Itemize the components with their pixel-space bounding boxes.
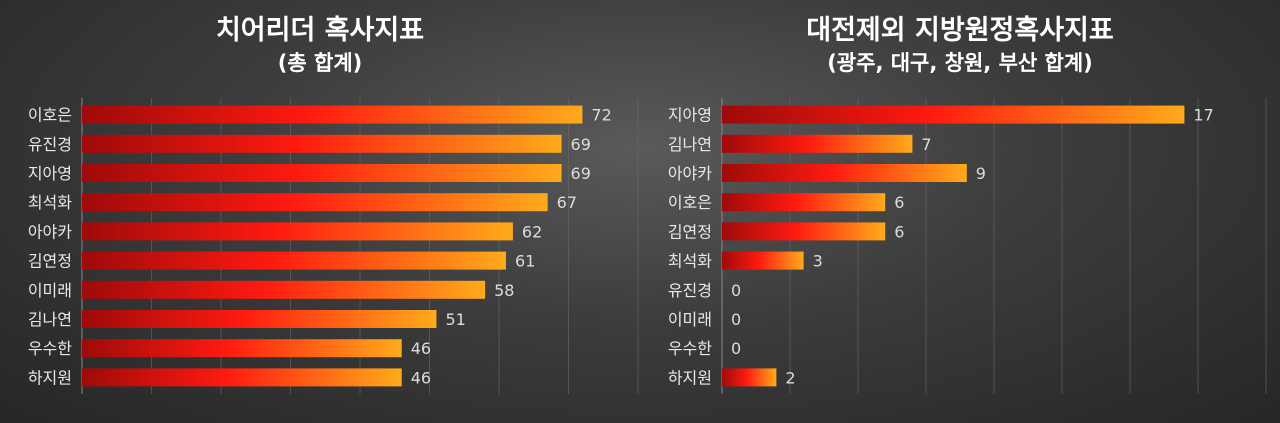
chart-total-overwork: 치어리더 혹사지표 (총 합계) 이호은 72 유진경 69 지아영 69 최석화 67 아야카…	[0, 14, 640, 394]
category-label: 유진경	[668, 281, 712, 300]
category-label: 지아영	[668, 106, 712, 125]
bar	[722, 222, 886, 241]
data-label: 17	[1193, 106, 1213, 125]
category-label: 김연정	[28, 252, 72, 271]
bar	[722, 105, 1185, 124]
data-label: 3	[813, 252, 823, 271]
chart-title-block: 치어리더 혹사지표 (총 합계)	[0, 14, 640, 78]
chart-away-overwork: 대전제외 지방원정혹사지표 (광주, 대구, 창원, 부산 합계) 지아영 17 김…	[640, 0, 1280, 423]
data-label: 0	[731, 310, 741, 329]
data-label: 9	[976, 164, 986, 183]
chart-subtitle: (총 합계)	[277, 51, 363, 75]
chart-title-block: 대전제외 지방원정혹사지표 (광주, 대구, 창원, 부산 합계)	[640, 14, 1280, 78]
category-label: 이호은	[28, 106, 72, 125]
category-label: 김나연	[28, 310, 72, 329]
bar	[82, 222, 513, 241]
bar	[82, 339, 402, 358]
category-label: 유진경	[28, 135, 72, 154]
bar	[82, 193, 548, 212]
data-label: 6	[894, 222, 904, 241]
chart-title: 치어리더 혹사지표	[215, 15, 425, 46]
category-label: 우수한	[28, 339, 72, 358]
data-label: 69	[571, 135, 591, 154]
data-label: 72	[591, 106, 611, 125]
bar	[722, 193, 886, 212]
data-label: 6	[894, 193, 904, 212]
data-label: 61	[515, 252, 535, 271]
data-label: 58	[494, 281, 514, 300]
category-label: 아야카	[28, 222, 72, 241]
bar	[82, 310, 437, 328]
bar	[82, 251, 506, 270]
bar	[722, 134, 913, 153]
category-label: 최석화	[668, 252, 712, 271]
category-label: 김나연	[668, 135, 712, 154]
data-label: 62	[522, 222, 542, 241]
bar	[82, 105, 583, 124]
category-label: 이미래	[668, 310, 712, 329]
chart-subtitle: (광주, 대구, 창원, 부산 합계)	[827, 51, 1093, 75]
category-label: 김연정	[668, 222, 712, 241]
data-label: 51	[445, 310, 465, 329]
bar	[82, 368, 402, 387]
bar-plot: 지아영 17 김나연 7 아야카 9 이호은 6 김연정 6 최석화 3 유진경 0 이미래 0 우수한 0 하지원…	[668, 98, 1267, 394]
category-label: 최석화	[28, 193, 72, 212]
bar	[82, 280, 486, 299]
chart-title: 대전제외 지방원정혹사지표	[806, 15, 1114, 46]
category-label: 지아영	[28, 164, 72, 183]
bar	[82, 134, 562, 153]
category-label: 아야카	[668, 164, 712, 183]
bar-plot: 이호은 72 유진경 69 지아영 69 최석화 67 아야카 62 김연정 61 이미래 58 김나연 51…	[28, 98, 639, 394]
category-label: 우수한	[668, 339, 712, 358]
data-label: 0	[731, 281, 741, 300]
bar	[82, 164, 562, 182]
category-label: 하지원	[668, 368, 712, 387]
data-label: 67	[557, 193, 577, 212]
bar	[722, 368, 777, 387]
category-label: 이호은	[668, 193, 712, 212]
data-label: 46	[411, 368, 431, 387]
data-label: 0	[731, 339, 741, 358]
data-label: 69	[571, 164, 591, 183]
data-label: 46	[411, 339, 431, 358]
bar	[722, 251, 804, 270]
bar	[722, 164, 967, 182]
category-label: 하지원	[28, 368, 72, 387]
category-label: 이미래	[28, 281, 72, 300]
data-label: 7	[921, 135, 931, 154]
data-label: 2	[785, 368, 795, 387]
